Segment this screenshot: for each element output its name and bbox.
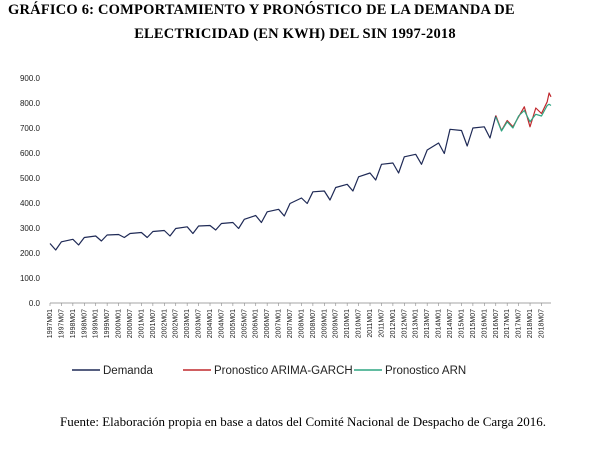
x-tick-label: 2015M01 (458, 309, 465, 338)
x-tick-label: 2014M01 (436, 309, 443, 338)
x-tick-label: 2008M01 (298, 309, 305, 338)
x-tick-label: 2013M07 (424, 309, 431, 338)
x-tick-label: 2001M07 (150, 309, 157, 338)
y-axis: 0.0 100.0 200.0 300.0 400.0 500.0 600.0 700.0 80… (20, 74, 41, 308)
x-tick-label: 2013M01 (413, 309, 420, 338)
chart-title-line-2: ELECTRICIDAD (EN KWH) DEL SIN 1997-2018 (134, 26, 456, 42)
x-tick-label: 2008M07 (310, 309, 317, 338)
x-tick-label: 2007M01 (276, 309, 283, 338)
series-line-demanda (49, 115, 497, 251)
x-tick-label: 2018M07 (538, 309, 545, 338)
x-tick-label: 2011M07 (378, 309, 385, 338)
x-tick-label: 2000M07 (127, 309, 134, 338)
x-tick-label: 2002M07 (173, 309, 180, 338)
x-tick-label: 1997M01 (47, 309, 54, 338)
x-tick-label: 2005M01 (230, 309, 237, 338)
y-tick-label: 400.0 (20, 199, 41, 208)
x-tick-label: 2009M01 (321, 309, 328, 338)
y-tick-label: 700.0 (20, 124, 41, 133)
x-axis: 1997M01 1997M07 1998M01 1998M07 1999M01 1999M… (47, 302, 551, 338)
x-tick-label: 2016M07 (493, 309, 500, 338)
x-tick-label: 2003M01 (184, 309, 191, 338)
x-tick-label: 1998M01 (70, 309, 77, 338)
x-tick-label: 2003M07 (196, 309, 203, 338)
x-tick-label: 2017M01 (504, 309, 511, 338)
x-tick-label: 2001M01 (138, 309, 145, 338)
line-chart: 0.0 100.0 200.0 300.0 400.0 500.0 600.0 700.0 80… (20, 74, 552, 377)
y-tick-label: 0.0 (29, 299, 41, 308)
x-tick-label: 2016M01 (481, 309, 488, 338)
x-tick-label: 1999M07 (104, 309, 111, 338)
y-tick-label: 600.0 (20, 149, 41, 158)
x-tick-label: 1997M07 (58, 309, 65, 338)
x-tick-label: 2012M07 (401, 309, 408, 338)
chart-legend: Demanda Pronostico ARIMA-GARCH Pronostico … (72, 365, 466, 377)
x-tick-label: 2012M01 (390, 309, 397, 338)
y-tick-label: 800.0 (20, 99, 41, 108)
x-tick-label: 2014M07 (447, 309, 454, 338)
y-tick-label: 300.0 (20, 224, 41, 233)
x-tick-label: 2010M01 (344, 309, 351, 338)
y-tick-label: 900.0 (20, 74, 41, 83)
x-tick-label: 2004M01 (207, 309, 214, 338)
x-tick-label: 2006M01 (253, 309, 260, 338)
series-line-pronostico-arn (495, 103, 552, 132)
x-tick-label: 1998M07 (81, 309, 88, 338)
chart-series (49, 92, 552, 251)
x-tick-label: 2011M01 (367, 309, 374, 338)
x-tick-label: 2007M07 (287, 309, 294, 338)
x-tick-label: 2010M07 (356, 309, 363, 338)
x-tick-label: 2004M07 (218, 309, 225, 338)
legend-label: Pronostico ARN (385, 365, 466, 377)
legend-label: Demanda (103, 365, 153, 377)
x-tick-label: 1999M01 (93, 309, 100, 338)
x-tick-label: 2018M01 (527, 309, 534, 338)
y-tick-label: 200.0 (20, 249, 41, 258)
chart-title-line-1: GRÁFICO 6: COMPORTAMIENTO Y PRONÓSTICO D… (8, 2, 515, 18)
x-tick-label: 2015M07 (470, 309, 477, 338)
x-tick-label: 2002M01 (161, 309, 168, 338)
legend-label: Pronostico ARIMA-GARCH (214, 365, 353, 377)
x-tick-label: 2005M07 (241, 309, 248, 338)
x-tick-label: 2017M07 (516, 309, 523, 338)
y-tick-label: 500.0 (20, 174, 41, 183)
x-tick-label: 2009M07 (333, 309, 340, 338)
source-note: Fuente: Elaboración propia en base a dat… (60, 414, 547, 429)
x-tick-label: 2000M01 (116, 309, 123, 338)
y-tick-label: 100.0 (20, 274, 41, 283)
x-tick-label: 2006M07 (264, 309, 271, 338)
